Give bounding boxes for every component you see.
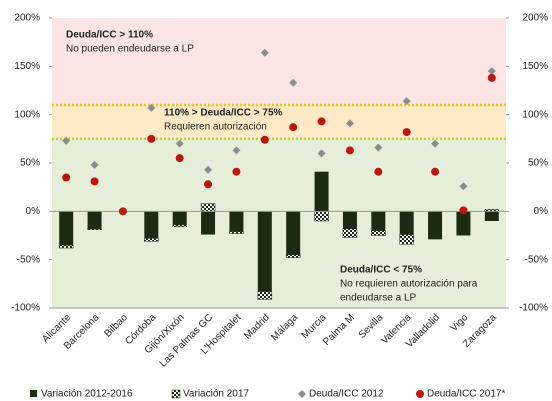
diamond-marker — [260, 48, 269, 57]
x-tick-label: Málaga — [269, 312, 300, 343]
circle-marker — [90, 177, 99, 186]
bar — [314, 211, 329, 222]
circle-marker — [374, 167, 383, 176]
diamond-marker — [175, 139, 184, 148]
diamond-marker — [147, 103, 156, 112]
y2-tick-label: -100% — [519, 303, 548, 314]
bar — [285, 254, 301, 258]
circle-marker — [175, 154, 184, 163]
y2-tick-label: 0% — [534, 206, 549, 217]
circle-marker — [260, 135, 269, 144]
diamond-marker — [345, 119, 354, 128]
y-tick-label: 150% — [14, 61, 40, 72]
y2-tick-label: 150% — [522, 61, 548, 72]
bar — [87, 228, 102, 230]
circle-marker — [487, 73, 496, 82]
bar — [484, 211, 499, 221]
bar — [257, 291, 273, 300]
zone-title: Deuda/ICC < 75% — [340, 265, 422, 276]
legend-label: Deuda/ICC 2012 — [309, 389, 384, 400]
y2-tick-label: 50% — [528, 158, 548, 169]
zones — [52, 18, 506, 308]
bar — [314, 171, 329, 212]
circle-marker — [345, 146, 354, 155]
bar — [229, 231, 244, 234]
bar — [87, 211, 102, 229]
circle-marker — [317, 117, 326, 126]
diamond-marker — [374, 143, 383, 152]
circle-marker — [431, 167, 440, 176]
zone-text: No pueden endeudarse a LP — [66, 44, 194, 55]
zone-title: 110% > Deuda/ICC > 75% — [164, 108, 283, 119]
x-tick-label: Madrid — [242, 312, 271, 341]
y2-tick-label: 100% — [522, 109, 548, 120]
diamond-marker — [317, 149, 326, 158]
circle-marker — [402, 128, 411, 137]
legend-label: Deuda/ICC 2017* — [427, 389, 505, 400]
y2-tick-label: -50% — [525, 254, 548, 265]
circle-marker — [289, 123, 298, 132]
zone-text: endeudarse a LP — [340, 293, 417, 304]
y2-tick-label: 200% — [522, 13, 548, 24]
diamond-marker — [289, 78, 298, 87]
bar — [200, 203, 216, 212]
zone-title: Deuda/ICC > 110% — [66, 30, 153, 41]
bar — [342, 211, 357, 229]
bar — [172, 211, 187, 225]
diamond-marker — [204, 165, 213, 174]
circle-marker — [118, 207, 127, 216]
diamond-marker — [402, 97, 411, 106]
bar — [229, 211, 244, 232]
diamond-marker — [90, 160, 99, 169]
legend-label: Variación 2012-2016 — [41, 389, 133, 400]
bar — [59, 211, 74, 246]
zone — [52, 18, 506, 105]
bar — [286, 211, 301, 255]
bar — [257, 211, 272, 292]
diamond-marker — [459, 182, 468, 191]
x-tick-label: Palma M — [321, 312, 357, 348]
circle-marker — [232, 167, 241, 176]
y-tick-label: 0% — [26, 206, 41, 217]
bar — [342, 228, 358, 238]
zone-text: Requieren autorización — [164, 122, 267, 133]
bar — [399, 211, 414, 235]
diamond-marker — [431, 139, 440, 148]
x-tick-label: Vigo — [449, 312, 471, 334]
bar — [371, 211, 386, 231]
legend-swatch — [416, 390, 424, 398]
bar — [201, 211, 216, 235]
circle-marker — [62, 173, 71, 182]
y-tick-label: 100% — [14, 109, 40, 120]
bar — [58, 244, 74, 249]
bar — [371, 230, 386, 236]
diamond-marker — [487, 67, 496, 76]
y-tick-label: -100% — [11, 303, 40, 314]
circle-marker — [147, 134, 156, 143]
y-tick-label: -50% — [17, 254, 40, 265]
y-tick-label: 200% — [14, 13, 40, 24]
diamond-marker — [62, 136, 71, 145]
bar — [399, 234, 414, 245]
legend-swatch — [171, 389, 181, 399]
bar — [172, 224, 187, 228]
circle-marker — [204, 180, 213, 189]
y-tick-label: 50% — [20, 158, 40, 169]
legend-label: Variación 2017 — [183, 389, 249, 400]
legend-swatch — [30, 390, 37, 397]
zone — [52, 105, 506, 139]
bar — [428, 211, 443, 240]
bar — [144, 238, 159, 242]
circle-marker — [459, 206, 468, 215]
legend-swatch — [298, 390, 306, 398]
diamond-marker — [232, 146, 241, 155]
bar — [144, 211, 159, 239]
zone-text: No requieren autorización para — [340, 279, 478, 290]
bar — [456, 211, 471, 236]
